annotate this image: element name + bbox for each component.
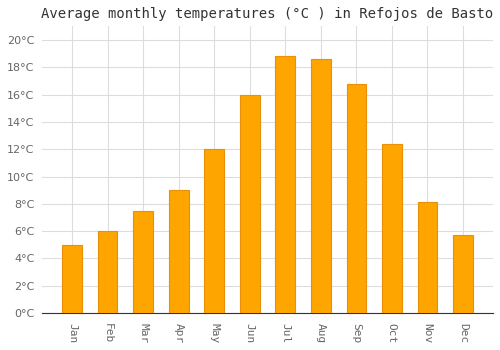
Title: Average monthly temperatures (°C ) in Refojos de Basto: Average monthly temperatures (°C ) in Re…: [42, 7, 494, 21]
Bar: [418, 202, 437, 313]
Bar: [240, 94, 260, 313]
Bar: [98, 231, 117, 313]
Bar: [169, 190, 188, 313]
Bar: [311, 59, 330, 313]
Bar: [382, 144, 402, 313]
Bar: [62, 245, 82, 313]
Bar: [134, 211, 153, 313]
Bar: [204, 149, 224, 313]
Bar: [453, 235, 472, 313]
Bar: [346, 84, 366, 313]
Bar: [276, 56, 295, 313]
